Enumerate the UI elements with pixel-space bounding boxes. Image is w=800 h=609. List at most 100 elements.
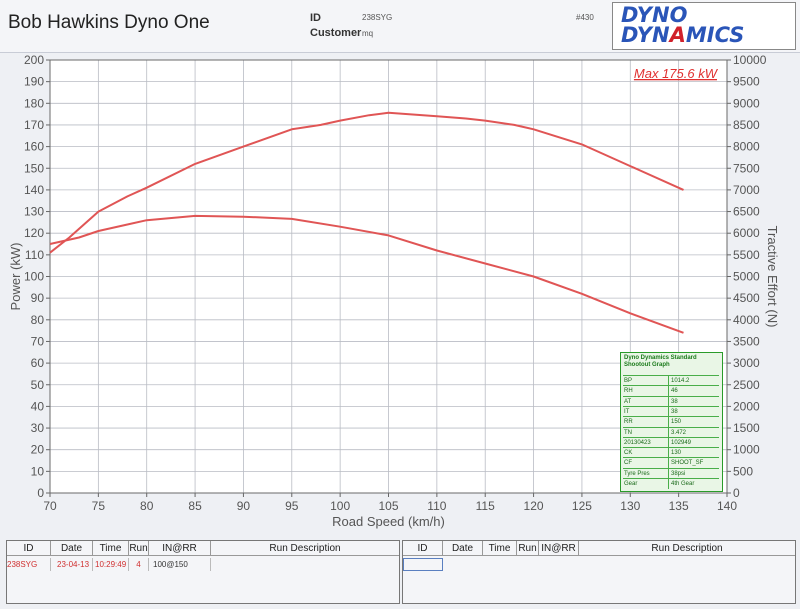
header-bar: Bob Hawkins Dyno One ID 238SYG Customer … bbox=[0, 0, 800, 53]
customer-label: Customer bbox=[310, 27, 362, 39]
col-in-rr: IN@RR bbox=[149, 541, 211, 556]
x-tick-label: 100 bbox=[330, 499, 350, 513]
legend-row: BP 1014.2 bbox=[623, 375, 719, 386]
y-tick-label: 190 bbox=[24, 75, 44, 89]
legend-key: Tyre Pres bbox=[624, 468, 669, 479]
x-tick-label: 70 bbox=[43, 499, 57, 513]
y-tick-label: 50 bbox=[31, 378, 45, 392]
legend-row: CF SHOOT_SF bbox=[623, 457, 719, 469]
legend-key: Gear bbox=[624, 479, 669, 489]
col-run: Run bbox=[129, 541, 149, 556]
legend-value: 102949 bbox=[671, 439, 692, 446]
legend-row: TN 3.472 bbox=[623, 426, 719, 438]
legend-key: RR bbox=[624, 417, 669, 428]
y2-tick-label: 3500 bbox=[733, 334, 760, 348]
legend-key: 20130423 bbox=[624, 437, 669, 448]
y2-tick-label: 1500 bbox=[733, 421, 760, 435]
col-time-2: Time bbox=[483, 541, 517, 556]
customer-value: mq bbox=[362, 29, 374, 38]
logo-line2: DYNAMICS bbox=[621, 23, 745, 47]
x-tick-label: 80 bbox=[140, 499, 154, 513]
y-tick-label: 90 bbox=[31, 291, 45, 305]
y-tick-label: 140 bbox=[24, 183, 44, 197]
col-time: Time bbox=[93, 541, 129, 556]
run-table-right: ID Date Time Run IN@RR Run Description bbox=[402, 540, 796, 604]
col-run-2: Run bbox=[517, 541, 539, 556]
y2-tick-label: 500 bbox=[733, 464, 753, 478]
y2-tick-label: 2500 bbox=[733, 378, 760, 392]
y-tick-label: 120 bbox=[24, 226, 44, 240]
x-tick-label: 125 bbox=[572, 499, 592, 513]
x-tick-label: 75 bbox=[92, 499, 106, 513]
y-tick-label: 160 bbox=[24, 140, 44, 154]
y-tick-label: 170 bbox=[24, 118, 44, 132]
y2-tick-label: 6000 bbox=[733, 226, 760, 240]
y-tick-label: 110 bbox=[25, 248, 44, 262]
x-tick-label: 130 bbox=[620, 499, 640, 513]
y2-tick-label: 2000 bbox=[733, 399, 760, 413]
legend-value: 38psi bbox=[671, 470, 686, 477]
y2-tick-label: 9000 bbox=[733, 96, 760, 110]
power-curve bbox=[49, 111, 684, 254]
x-tick-label: 95 bbox=[285, 499, 299, 513]
legend-row: CK 130 bbox=[623, 447, 719, 459]
dyno-title: Bob Hawkins Dyno One bbox=[8, 12, 210, 33]
dyno-chart: 0 10 20 30 40 50 60 70 80 90 100 110 120 130 140 150 160… bbox=[8, 53, 780, 529]
max-power-annotation: Max 175.6 kW bbox=[634, 66, 719, 81]
row-id[interactable]: 238SYG bbox=[7, 558, 51, 571]
logo-line1: DYNO bbox=[621, 3, 688, 27]
y-tick-label: 70 bbox=[31, 334, 45, 348]
x-tick-label: 115 bbox=[476, 499, 495, 513]
y2-tick-label: 9500 bbox=[733, 75, 760, 89]
legend-key: CF bbox=[624, 458, 669, 469]
legend-key: RH bbox=[624, 386, 669, 397]
y-tick-label: 10 bbox=[31, 464, 45, 478]
y-tick-label: 20 bbox=[31, 443, 45, 457]
col-run-description-2: Run Description bbox=[579, 541, 795, 556]
y2-tick-label: 4500 bbox=[733, 291, 760, 305]
dyno-dynamics-logo: DYNO DYNAMICS bbox=[612, 2, 796, 50]
y2-axis-label: Tractive Effort (N) bbox=[765, 226, 780, 328]
y2-tick-label: 5500 bbox=[733, 248, 760, 262]
legend-title: Dyno Dynamics Standard Shootout Graph bbox=[624, 355, 697, 368]
tractive-effort-curve bbox=[49, 214, 684, 334]
legend-row: Tyre Pres 38psi bbox=[623, 467, 719, 479]
legend-value: 38 bbox=[671, 408, 678, 415]
run-table-left: ID Date Time Run IN@RR Run Description 2… bbox=[6, 540, 400, 604]
row-date[interactable]: 23-04-13 bbox=[51, 558, 93, 571]
legend-value: 4th Gear bbox=[671, 481, 695, 487]
x-axis-label: Road Speed (km/h) bbox=[332, 514, 445, 529]
y2-tick-label: 10000 bbox=[733, 53, 767, 67]
row-description[interactable] bbox=[211, 558, 399, 571]
legend-value: 130 bbox=[671, 450, 682, 457]
legend-value: 1014.2 bbox=[671, 378, 690, 384]
y-tick-label: 40 bbox=[31, 399, 45, 413]
col-id-2: ID bbox=[403, 541, 443, 556]
y2-tick-label: 0 bbox=[733, 486, 740, 500]
col-run-description: Run Description bbox=[211, 541, 399, 556]
id-label: ID bbox=[310, 12, 321, 24]
row-time[interactable]: 10:29:49 bbox=[93, 558, 129, 571]
row-run[interactable]: 4 bbox=[129, 558, 149, 571]
legend-row: IT 38 bbox=[623, 405, 719, 417]
col-in-rr-2: IN@RR bbox=[539, 541, 579, 556]
y-tick-label: 80 bbox=[31, 313, 45, 327]
legend-value: 38 bbox=[671, 398, 678, 405]
col-date: Date bbox=[51, 541, 93, 556]
legend-row: Gear 4th Gear bbox=[623, 478, 719, 489]
y-tick-label: 180 bbox=[24, 96, 44, 110]
x-tick-label: 85 bbox=[188, 499, 202, 513]
row-in-rr[interactable]: 100@150 bbox=[149, 558, 211, 571]
legend-value: 150 bbox=[671, 419, 682, 426]
selected-cell[interactable] bbox=[403, 558, 443, 571]
id-value: 238SYG bbox=[362, 13, 393, 22]
shootout-legend: Dyno Dynamics Standard Shootout Graph BP… bbox=[620, 352, 723, 492]
legend-value: 46 bbox=[671, 388, 678, 395]
y-tick-label: 100 bbox=[24, 270, 44, 284]
y-tick-label: 200 bbox=[24, 53, 44, 67]
legend-value: SHOOT_SF bbox=[671, 460, 704, 467]
x-tick-label: 110 bbox=[427, 499, 446, 513]
y-tick-label: 150 bbox=[24, 161, 44, 175]
legend-key: BP bbox=[624, 376, 669, 386]
y2-tick-label: 6500 bbox=[733, 205, 760, 219]
